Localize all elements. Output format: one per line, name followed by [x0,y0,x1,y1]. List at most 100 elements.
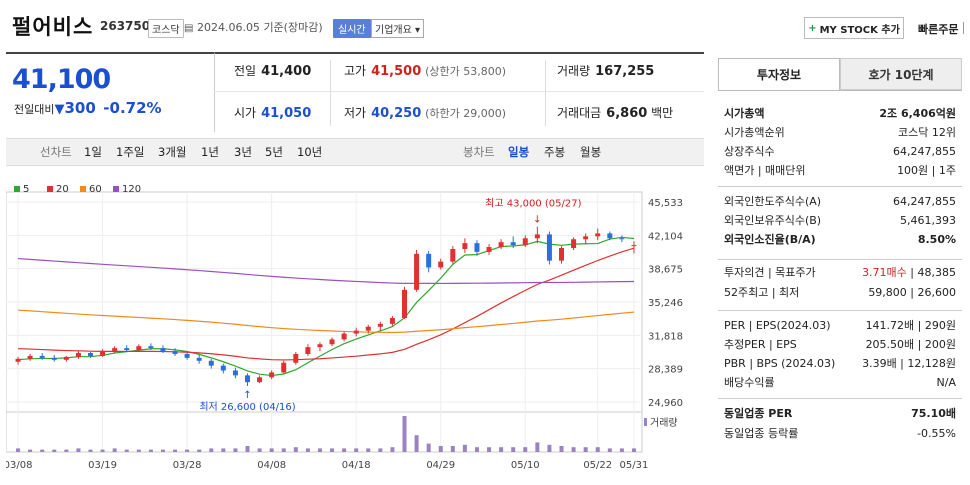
volume-bar [607,448,612,452]
candle-body [112,348,118,352]
candle-body [377,323,383,327]
candle-body [160,348,166,352]
y-tick-label: 28,389 [648,365,683,376]
period-3m[interactable]: 3개월 [158,145,187,159]
y-tick-label: 38,675 [648,265,683,276]
candle-body [438,261,444,268]
candle-daily[interactable]: 일봉 [508,145,530,159]
plus-icon: + [808,22,817,34]
info-value: 5,461,393 [900,213,956,227]
calendar-icon: ▤ [184,23,194,34]
candle-body [571,239,577,249]
divider [330,60,331,126]
candle-body [329,339,335,345]
candle-body [353,330,359,334]
info-row: PBR | BPS (2024.03) 3.39배 | 12,128원 [724,354,956,372]
volume-bar [16,448,21,452]
volume-bar [88,449,93,452]
week52-row: 52주최고 | 최저 59,800 | 26,600 [724,285,956,300]
period-1d[interactable]: 1일 [84,145,102,159]
volume-bar [499,447,504,452]
legend-swatch [80,186,86,192]
period-1y[interactable]: 1년 [201,145,219,159]
tab-hoga-10[interactable]: 호가 10단계 [840,58,962,90]
divider [718,398,962,399]
line-chart-label[interactable]: 선차트 [40,145,72,159]
candle-body [474,243,480,252]
candle-body [462,243,468,249]
candle-body [220,365,226,371]
legend-label: 60 [89,184,102,195]
quick-order-link[interactable]: 빠른주문 [918,23,959,36]
opinion-row: 투자의견 | 목표주가 3.71매수 | 48,385 [724,266,956,279]
volume-bar [245,446,250,452]
my-stock-add-button[interactable]: + MY STOCK 추가 [804,17,904,39]
volume-bar [281,448,286,452]
candle-weekly[interactable]: 주봉 [544,145,566,159]
volume-bar [595,447,600,452]
info-value: N/A [936,375,956,389]
realtime-button[interactable]: 실시간 [333,19,371,38]
x-tick-label: 05/22 [583,460,612,471]
volume-bar [124,449,129,452]
candle-body [607,233,613,239]
legend-swatch [14,186,20,192]
candle-body [281,362,287,373]
x-tick-label: 05/10 [511,460,540,471]
candle-body [208,360,214,366]
volume-legend-swatch [644,418,647,426]
info-label: 외국인보유주식수(B) [724,214,822,227]
volume-frame [6,411,643,453]
candle-chart-label[interactable]: 봉차트 [463,145,495,159]
candle-body [365,326,371,331]
info-label: 시가총액 [724,107,765,120]
volume-bar [173,449,178,452]
period-1w[interactable]: 1주일 [116,145,145,159]
info-row: 시가총액 2조 6,406억원 [724,104,956,122]
volume-bar [571,447,576,452]
low-price: 저가 40,250 (하한가 29,000) [344,106,507,121]
info-label: 외국인소진율(B/A) [724,233,816,246]
legend-swatch [47,186,53,192]
candle-body [88,353,93,356]
volume-bar [354,448,359,452]
info-label: 상장주식수 [724,145,775,158]
price-stats [214,52,704,132]
period-10y[interactable]: 10년 [297,145,323,159]
x-tick-label: 03/19 [88,460,117,471]
volume-bar [209,448,214,452]
x-tick-label: 04/18 [342,460,371,471]
candle-monthly[interactable]: 월봉 [580,145,602,159]
candle-body [172,351,178,354]
tab-invest-info[interactable]: 투자정보 [718,58,840,90]
info-label: 추정PER | EPS [724,338,797,351]
volume-bar [148,449,153,452]
volume-bar [28,449,33,452]
volume-bar [619,448,624,452]
period-3y[interactable]: 3년 [234,145,252,159]
divider [214,91,704,92]
volume-bar [112,448,117,452]
candle-body [124,348,130,351]
info-value: 100원 | 1주 [897,164,956,177]
price-chart[interactable]: 5 20 60 120 45,533 42,104 38,675 35,246 31,818 28… [6,170,704,480]
volume-bar [474,447,479,452]
company-overview-select[interactable]: 기업개요 ▾ [371,19,425,38]
open-price: 시가 41,050 [234,106,312,121]
volume-bar [64,449,69,452]
volume-bar [293,447,298,452]
period-5y[interactable]: 5년 [265,145,283,159]
chart-toolbar [6,138,704,166]
candle-body [341,333,347,340]
market-badge: 코스닥 [148,19,184,38]
y-tick-label: 31,818 [648,331,683,342]
candle-body [583,236,589,240]
candle-body [559,248,564,261]
volume-bar [305,448,310,452]
info-value: 코스닥 12위 [898,126,956,139]
info-row: 추정PER | EPS 205.50배 | 200원 [724,335,956,353]
candle-body [232,370,238,376]
info-value: 205.50배 | 200원 [865,338,956,351]
candle-body [51,357,57,360]
candle-body [402,289,407,319]
